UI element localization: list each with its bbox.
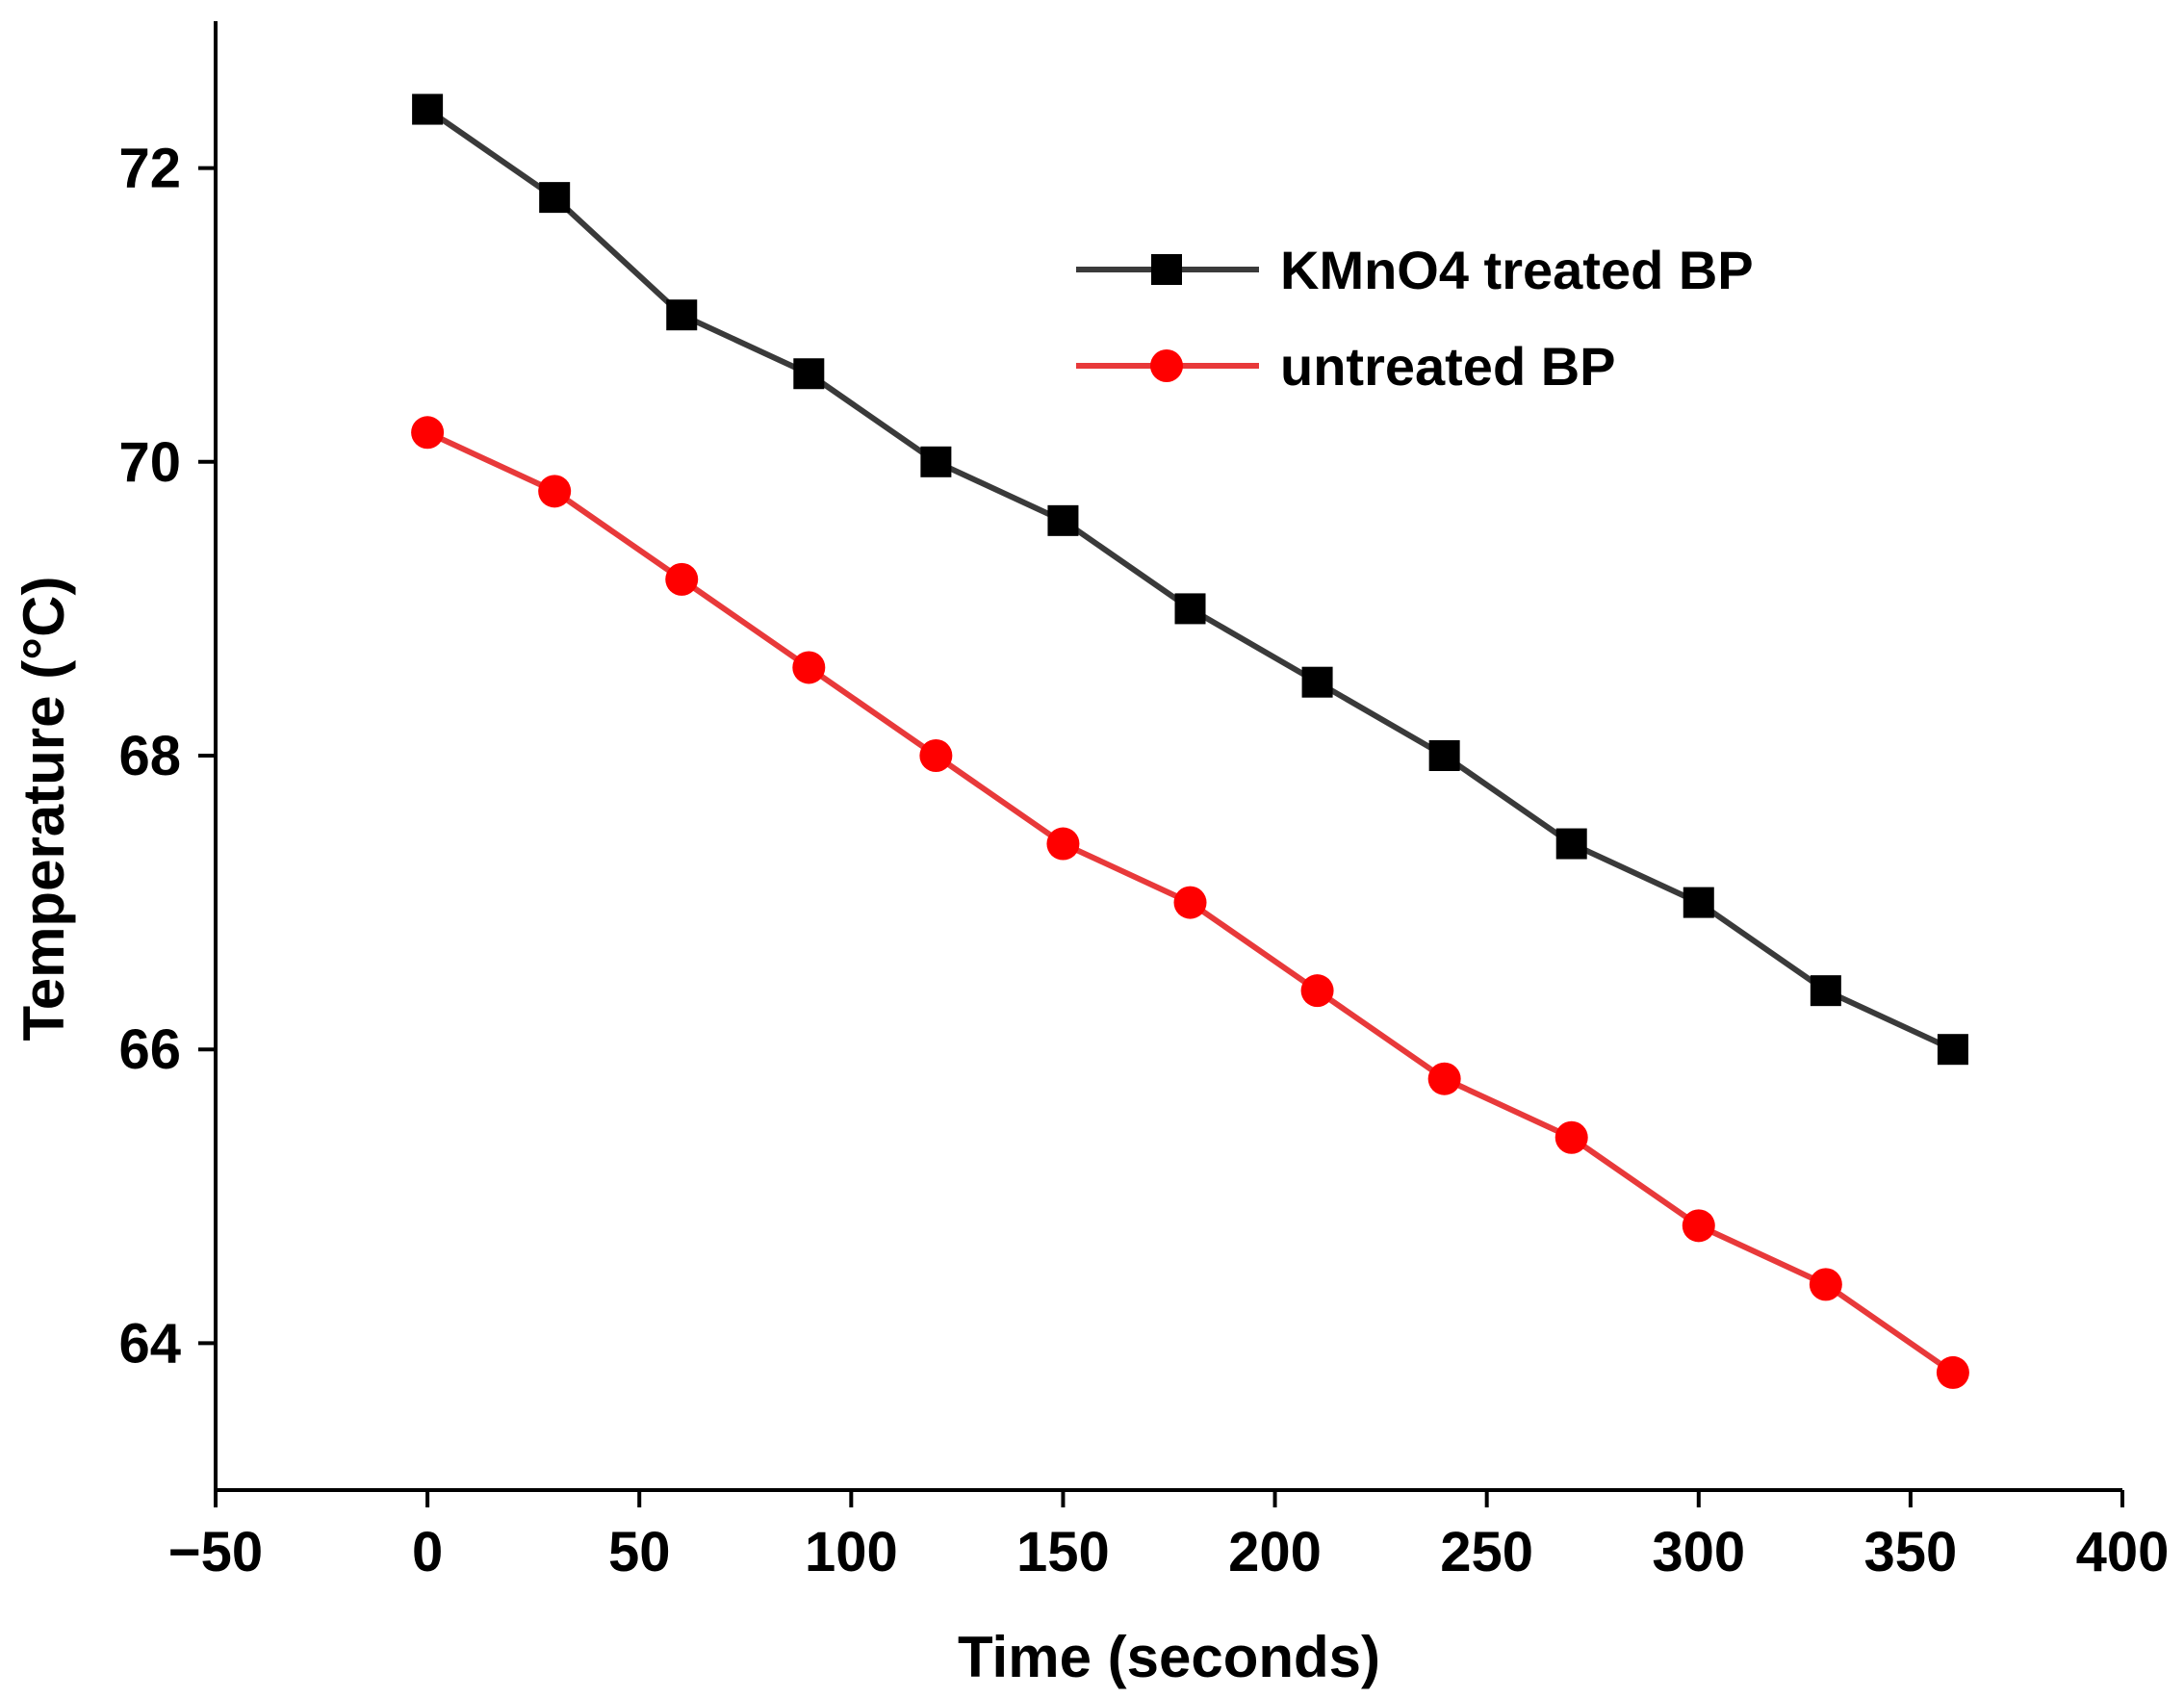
data-point [919, 739, 953, 772]
y-ticks: 64 66 68 70 72 [118, 138, 216, 1375]
data-point [1554, 1120, 1588, 1154]
x-tick-label: 300 [1652, 1521, 1745, 1583]
series-untreated-bp [411, 416, 1969, 1389]
data-point [1683, 887, 1714, 918]
series-kmno4-treated-bp [412, 93, 1968, 1066]
data-point [412, 93, 444, 125]
legend-marker-square [1151, 254, 1182, 285]
x-tick-label: −50 [168, 1521, 263, 1583]
y-axis-title: Temperature (°C) [12, 577, 76, 1042]
y-tick-label: 68 [118, 725, 181, 787]
data-point [1300, 974, 1334, 1008]
data-point [1046, 827, 1080, 861]
x-tick-label: 400 [2076, 1521, 2170, 1583]
legend-entry-untreated-bp: untreated BP [1076, 336, 1616, 397]
data-point [1173, 886, 1207, 919]
x-tick-label: 50 [608, 1521, 671, 1583]
legend: KMnO4 treated BP untreated BP [1076, 240, 1754, 397]
data-point [665, 562, 699, 596]
data-point [1047, 504, 1079, 536]
series-layer [411, 93, 1969, 1389]
data-point [1555, 828, 1587, 860]
x-tick-label: 200 [1228, 1521, 1322, 1583]
legend-label: KMnO4 treated BP [1280, 240, 1754, 300]
axes: 64 66 68 70 72 −50 0 50 100 150 200 250 300 350 400 [118, 21, 2169, 1583]
data-point [1427, 1062, 1461, 1095]
data-point [1936, 1355, 1969, 1389]
y-tick-label: 72 [118, 138, 181, 200]
data-point [1428, 740, 1460, 771]
data-point [1682, 1209, 1715, 1243]
x-tick-label: 0 [412, 1521, 443, 1583]
y-tick-label: 64 [118, 1312, 181, 1375]
x-axis-title: Time (seconds) [958, 1625, 1380, 1689]
data-point [1809, 1268, 1842, 1301]
data-point [1301, 666, 1333, 698]
data-point [411, 416, 445, 450]
data-point [920, 446, 952, 477]
x-tick-label: 150 [1016, 1521, 1110, 1583]
x-tick-label: 100 [805, 1521, 898, 1583]
legend-label: untreated BP [1280, 336, 1616, 397]
x-tick-label: 350 [1863, 1521, 1957, 1583]
x-tick-label: 250 [1440, 1521, 1533, 1583]
y-tick-label: 66 [118, 1018, 181, 1081]
data-point [792, 651, 826, 684]
legend-marker-circle [1150, 349, 1183, 382]
data-point [1174, 593, 1206, 625]
legend-entry-kmno4-treated-bp: KMnO4 treated BP [1076, 240, 1754, 300]
data-point [793, 358, 825, 390]
data-point [538, 475, 572, 508]
data-point [539, 182, 571, 214]
x-ticks: −50 0 50 100 150 200 250 300 350 400 [168, 1490, 2170, 1583]
data-point [1937, 1034, 1968, 1066]
y-tick-label: 70 [118, 431, 181, 494]
data-point [666, 299, 698, 331]
data-point [1810, 975, 1841, 1007]
